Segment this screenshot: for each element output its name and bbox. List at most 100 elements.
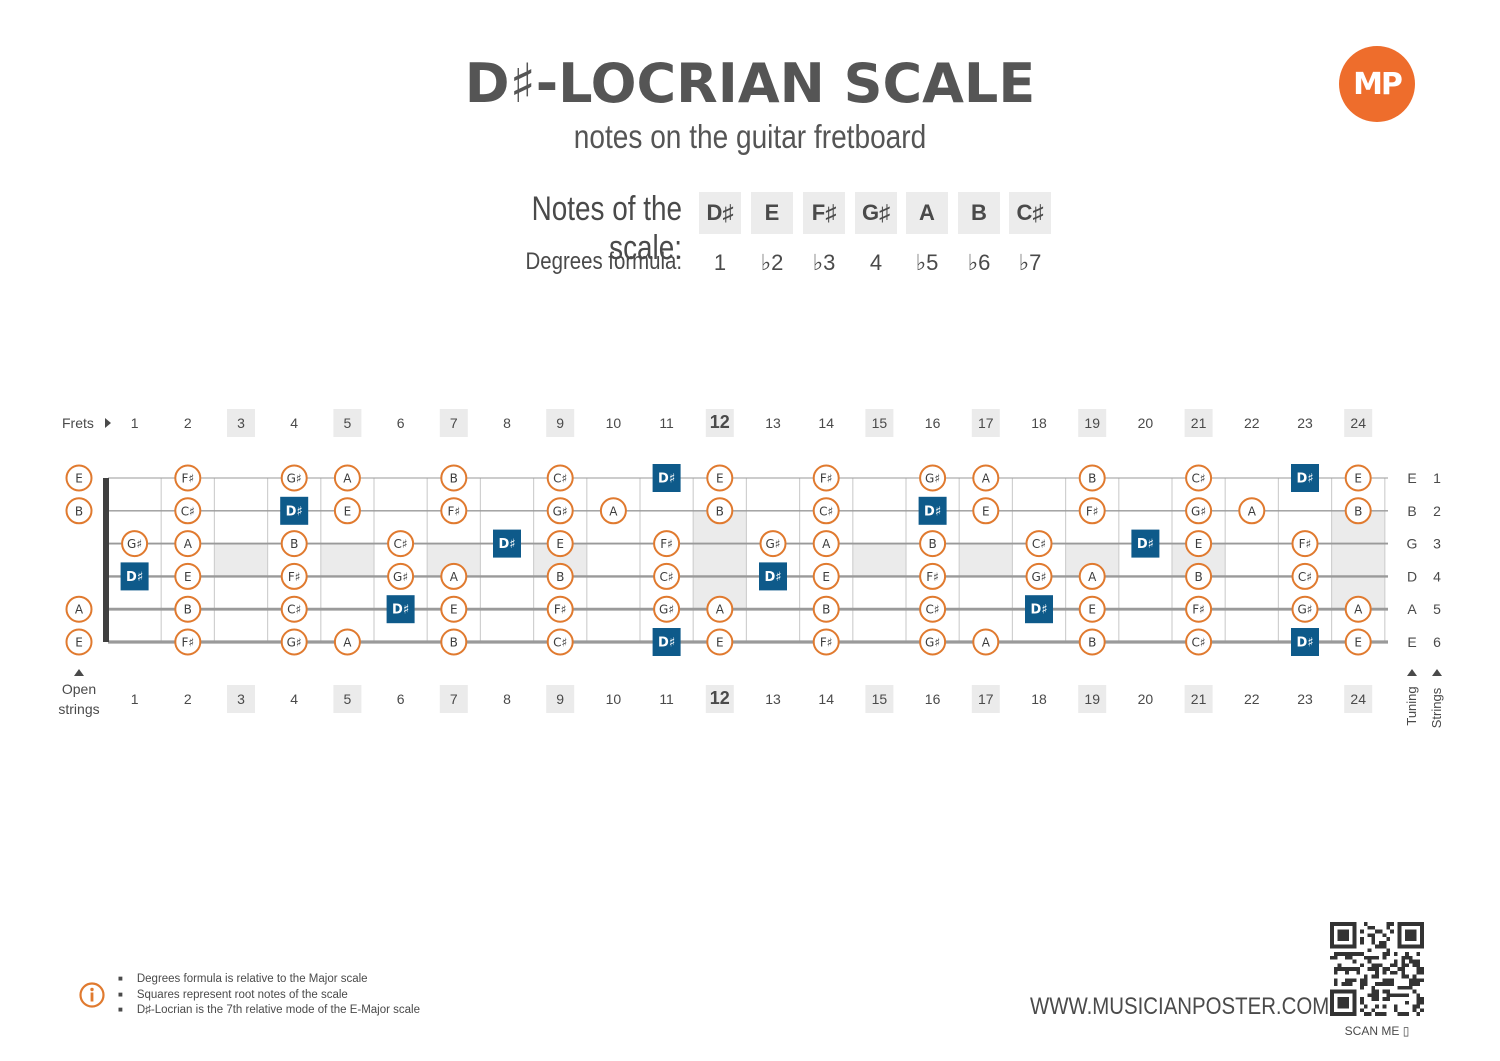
- note-marker: [65, 595, 93, 623]
- note-marker: [1291, 530, 1319, 558]
- fret-number-highlight: [439, 685, 468, 713]
- note-label: A: [822, 537, 831, 551]
- fret-number-highlight: [227, 409, 255, 437]
- degree-3: ♭3: [812, 250, 836, 275]
- website-link[interactable]: WWW.MUSICIANPOSTER.COM: [1030, 993, 1330, 1020]
- note-marker: [546, 562, 574, 590]
- note-marker: [1185, 595, 1213, 623]
- brand-logo[interactable]: MP: [1339, 46, 1415, 122]
- fret-number-top: 7: [450, 415, 458, 431]
- fret-number-top: 12: [710, 412, 730, 432]
- note-marker: [1291, 562, 1319, 590]
- note-label: E: [822, 570, 830, 584]
- note-label: E: [450, 603, 458, 617]
- fret-number-bottom: 5: [344, 691, 352, 707]
- fret-number-bottom: 10: [606, 691, 622, 707]
- note-marker: [174, 562, 202, 590]
- fret-number-bottom: 16: [925, 691, 941, 707]
- note-label: B: [716, 504, 724, 518]
- fret-number-top: 2: [184, 415, 192, 431]
- note-marker: [919, 595, 947, 623]
- note-label: C♯: [1192, 636, 1206, 650]
- note-label: C♯: [181, 504, 195, 518]
- note-marker: [65, 497, 93, 525]
- degrees-formula-label: Degrees formula:: [525, 248, 682, 275]
- fret-number-highlight: [333, 409, 362, 437]
- fret-number-bottom: 19: [1084, 691, 1100, 707]
- note-label: E: [184, 570, 192, 584]
- note-label: C♯: [553, 636, 567, 650]
- string-tuning-label: E: [1407, 470, 1416, 486]
- fret-number-top: 5: [344, 415, 352, 431]
- note-marker: [1291, 595, 1319, 623]
- note-marker: [1238, 497, 1266, 525]
- fret-number-highlight: [1344, 409, 1373, 437]
- note-marker: [546, 530, 574, 558]
- page-title: D♯-LOCRIAN SCALE: [464, 52, 1036, 115]
- string-number-label: 5: [1433, 601, 1441, 617]
- note-marker: [333, 497, 361, 525]
- notes-of-scale-label: Notes of the scale:: [531, 190, 682, 267]
- note-label: F♯: [820, 636, 833, 650]
- root-note-marker: [493, 529, 521, 558]
- root-note-label: D♯: [658, 472, 675, 487]
- note-label: C♯: [394, 537, 408, 551]
- phone-icon: ▯: [1402, 1024, 1410, 1038]
- fret-number-top: 24: [1350, 415, 1366, 431]
- fret-number-top: 23: [1297, 415, 1313, 431]
- scale-note-3: F♯: [803, 192, 845, 234]
- note-label: A: [609, 504, 618, 518]
- note-label: G♯: [925, 636, 940, 650]
- note-marker: [387, 562, 415, 590]
- string-tuning-label: A: [1407, 601, 1417, 617]
- note-marker: [1025, 530, 1053, 558]
- note-label: F♯: [1299, 537, 1312, 551]
- note-marker: [1344, 628, 1372, 656]
- note-marker: [280, 530, 308, 558]
- note-label: F♯: [181, 472, 194, 486]
- note-label: G♯: [287, 636, 302, 650]
- note-marker: [65, 464, 93, 492]
- fret-inlay-24: [1331, 510, 1385, 610]
- strings-arrow-icon: [1432, 669, 1442, 676]
- qr-code-icon[interactable]: [1330, 922, 1424, 1016]
- fret-inlay-15: [852, 543, 906, 577]
- fret-number-top: 6: [397, 415, 405, 431]
- note-marker: [1185, 628, 1213, 656]
- note-marker: [440, 497, 468, 525]
- scale-note-4: G♯: [855, 192, 897, 234]
- fret-number-highlight: [1344, 685, 1373, 713]
- note-marker: [1344, 595, 1372, 623]
- note-marker: [812, 464, 840, 492]
- string-number-label: 3: [1433, 536, 1441, 552]
- note-label: A: [75, 603, 84, 617]
- fret-inlay-12: [693, 510, 747, 610]
- fret-number-highlight: [971, 409, 1000, 437]
- fret-number-highlight: [705, 685, 734, 713]
- scale-note-7: C♯: [1009, 192, 1051, 234]
- scan-me-label: SCAN ME ▯: [1344, 1024, 1410, 1038]
- note-label: B: [822, 603, 830, 617]
- degree-1: 1: [713, 250, 727, 275]
- note-label: C♯: [660, 570, 674, 584]
- note-marker: [706, 628, 734, 656]
- root-note-marker: [1131, 529, 1160, 558]
- string-number-label: 6: [1433, 634, 1441, 650]
- footnote-item: D♯-Locrian is the 7th relative mode of t…: [118, 1003, 420, 1019]
- note-label: F♯: [181, 636, 194, 650]
- fret-number-top: 4: [290, 415, 298, 431]
- tuning-arrow-icon: [1407, 669, 1417, 676]
- note-label: E: [982, 504, 990, 518]
- fret-number-highlight: [1184, 685, 1213, 713]
- note-label: G♯: [1297, 603, 1312, 617]
- note-marker: [972, 628, 1000, 656]
- note-marker: [174, 497, 202, 525]
- note-label: B: [75, 504, 83, 518]
- root-note-marker: [280, 496, 309, 525]
- fret-number-highlight: [546, 685, 575, 713]
- note-label: E: [344, 504, 352, 518]
- note-label: G♯: [127, 537, 142, 551]
- note-marker: [919, 530, 947, 558]
- fretboard-nut: [103, 478, 109, 642]
- scale-note-5: A: [906, 192, 948, 234]
